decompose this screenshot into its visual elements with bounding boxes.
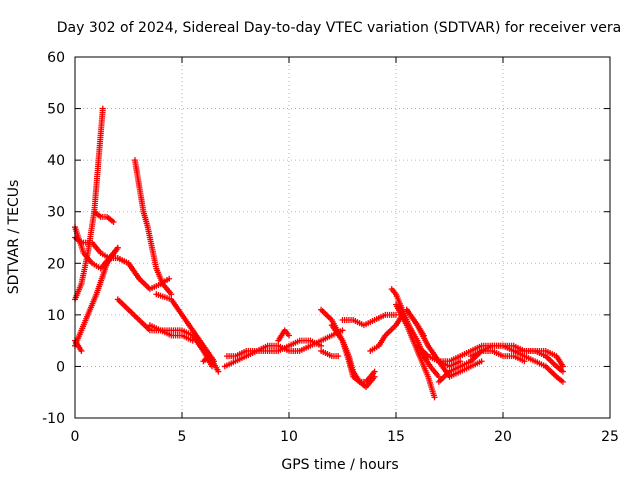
series-markers xyxy=(403,306,427,339)
series-markers xyxy=(510,347,566,385)
x-tick-label: 0 xyxy=(71,429,80,445)
series-markers xyxy=(221,337,325,370)
series-s8 xyxy=(114,255,173,293)
series-markers xyxy=(435,358,485,380)
series-markers xyxy=(435,342,566,385)
series-markers xyxy=(275,327,292,344)
series-s26 xyxy=(435,342,566,385)
series-markers xyxy=(114,255,173,293)
series-s24 xyxy=(403,306,427,339)
series-s2 xyxy=(91,208,117,226)
series-s18 xyxy=(328,322,378,385)
x-tick-label: 5 xyxy=(178,429,187,445)
y-tick-label: 40 xyxy=(47,153,65,169)
series-markers xyxy=(91,208,117,226)
y-tick-label: 0 xyxy=(56,359,65,375)
series-s12 xyxy=(200,353,222,375)
y-tick-label: 60 xyxy=(47,50,65,66)
series-markers xyxy=(328,322,378,385)
y-tick-label: 10 xyxy=(47,308,65,324)
series-markers xyxy=(393,301,438,401)
x-tick-label: 15 xyxy=(387,429,405,445)
series-s19 xyxy=(339,311,399,329)
series-markers xyxy=(467,347,528,365)
x-tick-label: 10 xyxy=(280,429,298,445)
x-axis-label: GPS time / hours xyxy=(281,457,398,473)
series-s14 xyxy=(221,337,325,370)
y-tick-label: -10 xyxy=(42,411,65,427)
series-s22 xyxy=(393,301,438,401)
y-tick-label: 20 xyxy=(47,256,65,272)
series-markers xyxy=(318,347,342,360)
plot-frame xyxy=(74,56,611,419)
series-markers xyxy=(200,353,222,375)
tick-layer: 0 5 10 15 20 25 -10 0 10 20 30 40 50 60 xyxy=(42,50,619,445)
series-s28 xyxy=(510,347,566,385)
series-markers xyxy=(339,311,399,329)
y-tick-label: 30 xyxy=(47,205,65,221)
y-tick-label: 50 xyxy=(47,102,65,118)
series-s16 xyxy=(318,347,342,360)
data-layer xyxy=(72,105,566,401)
series-s29 xyxy=(435,358,485,380)
chart-title: Day 302 of 2024, Sidereal Day-to-day VTE… xyxy=(57,20,621,36)
series-s27 xyxy=(467,347,528,365)
x-tick-label: 25 xyxy=(601,429,619,445)
y-axis-label: SDTVAR / TECUs xyxy=(6,180,22,295)
series-s15 xyxy=(275,327,292,344)
x-tick-label: 20 xyxy=(494,429,512,445)
